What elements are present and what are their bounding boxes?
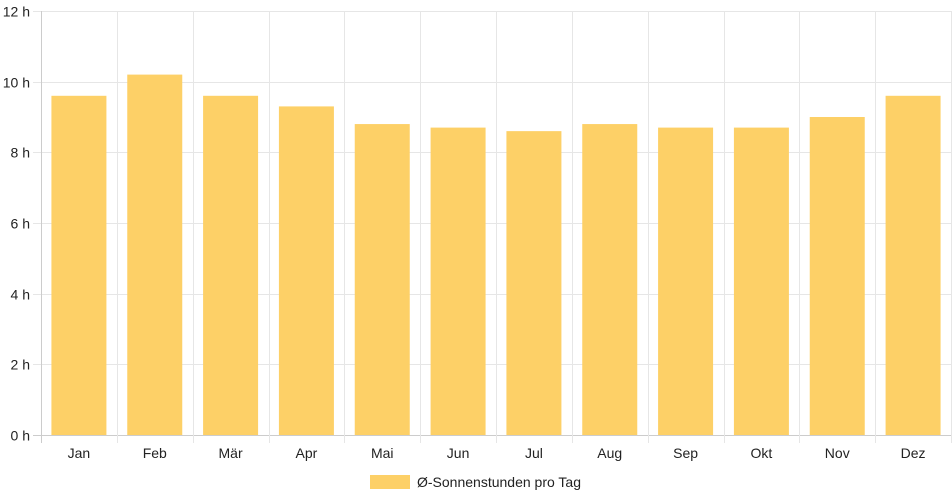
x-tick-label: Okt — [751, 445, 773, 461]
y-tick-label: 4 h — [11, 287, 30, 303]
x-tick-label: Nov — [825, 445, 850, 461]
x-tick-label: Feb — [143, 445, 167, 461]
bar-Feb[interactable] — [127, 74, 183, 435]
legend-label[interactable]: Ø-Sonnenstunden pro Tag — [417, 474, 581, 490]
y-tick-label: 0 h — [11, 428, 30, 444]
bar-Jul[interactable] — [506, 131, 562, 435]
bar-Mai[interactable] — [354, 124, 410, 436]
bar-Mär[interactable] — [203, 95, 259, 436]
y-tick-label: 8 h — [11, 145, 30, 161]
x-tick-label: Mär — [219, 445, 243, 461]
bar-Dez[interactable] — [885, 95, 941, 436]
x-tick-label: Mai — [371, 445, 394, 461]
x-tick-label: Jun — [447, 445, 470, 461]
x-axis-tick-labels: Jan Feb Mär Apr Mai Jun Jul Aug Sep Okt Nov Dez — [68, 445, 926, 461]
x-tick-label: Aug — [597, 445, 622, 461]
y-axis-tick-labels: 0 h 2 h 4 h 6 h 8 h 10 h 12 h — [3, 4, 30, 444]
y-tick-label: 2 h — [11, 357, 30, 373]
bar-Aug[interactable] — [582, 124, 638, 436]
bar-Okt[interactable] — [733, 127, 789, 435]
bar-Sep[interactable] — [658, 127, 714, 435]
bar-Jun[interactable] — [430, 127, 486, 435]
x-tick-label: Sep — [673, 445, 698, 461]
x-tick-label: Apr — [296, 445, 318, 461]
legend[interactable]: Ø-Sonnenstunden pro Tag — [370, 474, 581, 490]
bar-Apr[interactable] — [278, 106, 334, 436]
x-tick-label: Dez — [901, 445, 926, 461]
bar-series — [51, 74, 941, 436]
y-tick-label: 10 h — [3, 75, 30, 91]
bar-Nov[interactable] — [809, 117, 865, 435]
grid-lines — [33, 11, 952, 443]
y-tick-label: 6 h — [11, 216, 30, 232]
x-tick-label: Jul — [525, 445, 543, 461]
x-tick-label: Jan — [68, 445, 91, 461]
legend-swatch[interactable] — [370, 475, 410, 489]
bar-Jan[interactable] — [51, 95, 107, 436]
y-tick-label: 12 h — [3, 4, 30, 20]
